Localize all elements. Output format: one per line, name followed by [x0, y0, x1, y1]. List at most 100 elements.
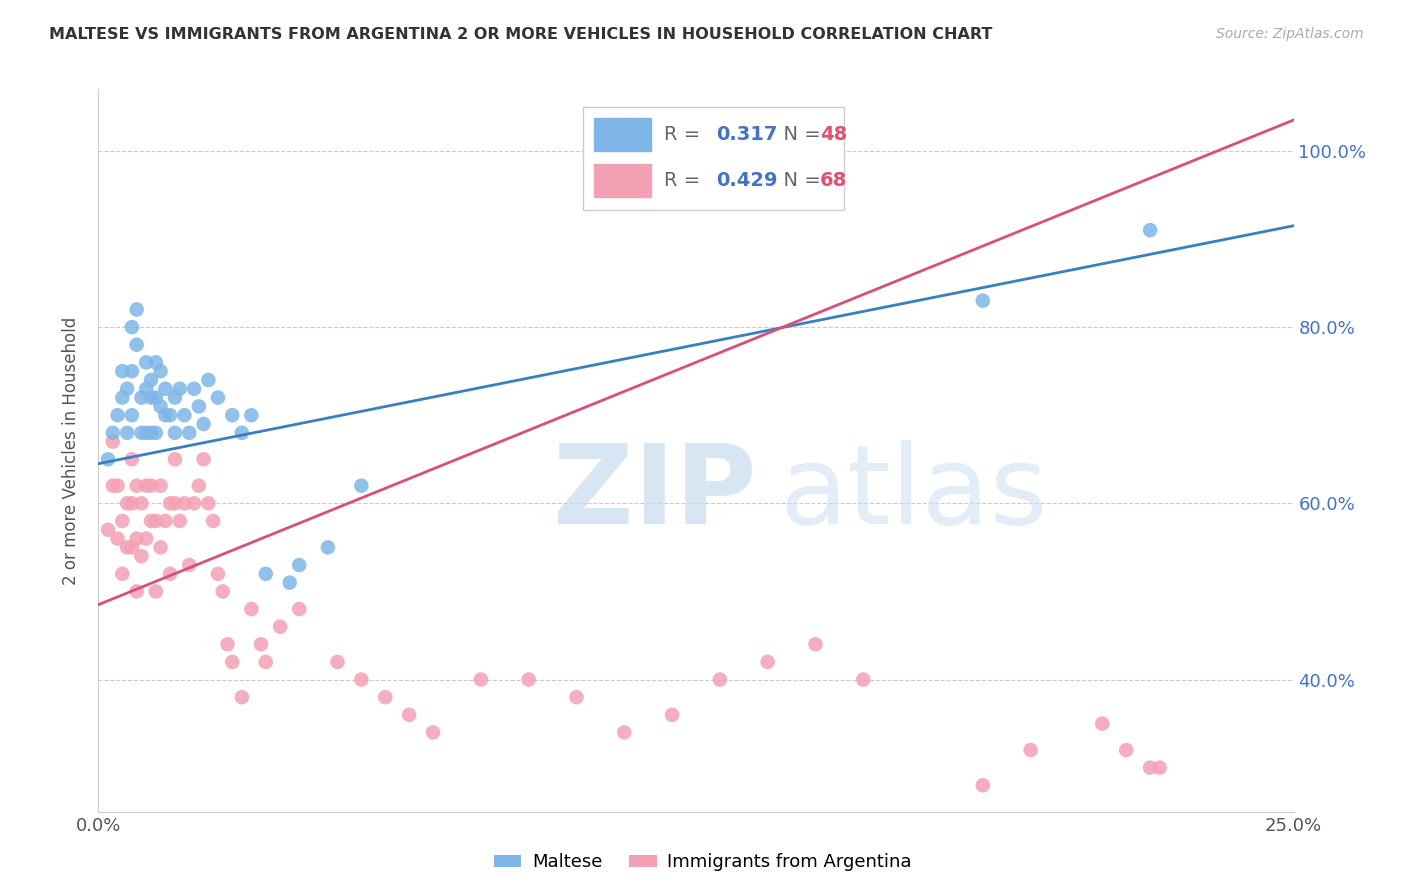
Point — [254, 566, 277, 581]
Point — [159, 408, 181, 422]
Point — [163, 496, 186, 510]
Point — [173, 408, 195, 422]
Point — [101, 479, 124, 493]
Point — [101, 434, 124, 449]
Text: 0.317: 0.317 — [716, 125, 778, 145]
Text: R =: R = — [664, 125, 707, 145]
Point — [517, 673, 540, 687]
Text: R =: R = — [664, 171, 707, 190]
Point — [111, 364, 134, 378]
Point — [278, 575, 301, 590]
Point — [125, 479, 148, 493]
Point — [159, 566, 181, 581]
Point — [145, 425, 167, 440]
Point — [139, 479, 162, 493]
Point — [183, 496, 205, 510]
Point — [269, 620, 291, 634]
Point — [565, 690, 588, 705]
Point — [221, 408, 243, 422]
Point — [350, 479, 373, 493]
Point — [240, 408, 263, 422]
Point — [135, 425, 157, 440]
Point — [121, 541, 143, 555]
Point — [121, 408, 143, 422]
Point — [250, 637, 273, 651]
Point — [155, 408, 177, 422]
Point — [131, 549, 153, 564]
Point — [155, 514, 177, 528]
Point — [135, 479, 157, 493]
Point — [125, 337, 148, 351]
Point — [155, 382, 177, 396]
Point — [173, 496, 195, 510]
Point — [115, 541, 138, 555]
Point — [135, 532, 157, 546]
Point — [326, 655, 349, 669]
Y-axis label: 2 or more Vehicles in Household: 2 or more Vehicles in Household — [62, 317, 80, 584]
Point — [145, 391, 167, 405]
Text: 68: 68 — [820, 171, 848, 190]
Point — [139, 373, 162, 387]
Point — [804, 637, 827, 651]
Point — [1019, 743, 1042, 757]
Point — [422, 725, 444, 739]
Bar — [593, 119, 651, 151]
Point — [149, 400, 172, 414]
Text: ZIP: ZIP — [553, 441, 756, 548]
Point — [163, 452, 186, 467]
Point — [115, 425, 138, 440]
Point — [179, 425, 201, 440]
Point — [231, 690, 253, 705]
Point — [1139, 761, 1161, 775]
Point — [121, 364, 143, 378]
Point — [125, 584, 148, 599]
Point — [135, 355, 157, 369]
Text: 0.429: 0.429 — [716, 171, 778, 190]
Point — [107, 479, 129, 493]
Point — [211, 584, 233, 599]
Point — [131, 425, 153, 440]
Point — [107, 532, 129, 546]
Point — [145, 584, 167, 599]
Point — [187, 479, 209, 493]
Point — [145, 514, 167, 528]
Point — [187, 400, 209, 414]
Point — [1149, 761, 1171, 775]
Point — [254, 655, 277, 669]
Point — [221, 655, 243, 669]
Point — [183, 382, 205, 396]
Point — [179, 558, 201, 572]
Point — [115, 496, 138, 510]
Point — [709, 673, 731, 687]
Point — [374, 690, 396, 705]
Point — [97, 452, 120, 467]
Point — [231, 425, 253, 440]
Point — [240, 602, 263, 616]
Point — [756, 655, 779, 669]
Point — [169, 382, 191, 396]
Text: N =: N = — [770, 171, 827, 190]
Point — [149, 364, 172, 378]
Point — [288, 602, 311, 616]
Text: 48: 48 — [820, 125, 848, 145]
Point — [398, 707, 420, 722]
Text: N =: N = — [770, 125, 827, 145]
Point — [197, 373, 219, 387]
Point — [131, 391, 153, 405]
Point — [1139, 223, 1161, 237]
Legend: Maltese, Immigrants from Argentina: Maltese, Immigrants from Argentina — [486, 847, 920, 879]
Text: Source: ZipAtlas.com: Source: ZipAtlas.com — [1216, 27, 1364, 41]
Point — [852, 673, 875, 687]
Point — [316, 541, 339, 555]
Point — [202, 514, 225, 528]
Point — [149, 541, 172, 555]
Point — [661, 707, 683, 722]
Point — [97, 523, 120, 537]
Point — [163, 391, 186, 405]
Point — [135, 382, 157, 396]
Point — [972, 293, 994, 308]
Point — [193, 452, 215, 467]
Point — [111, 391, 134, 405]
Point — [145, 355, 167, 369]
Point — [207, 391, 229, 405]
